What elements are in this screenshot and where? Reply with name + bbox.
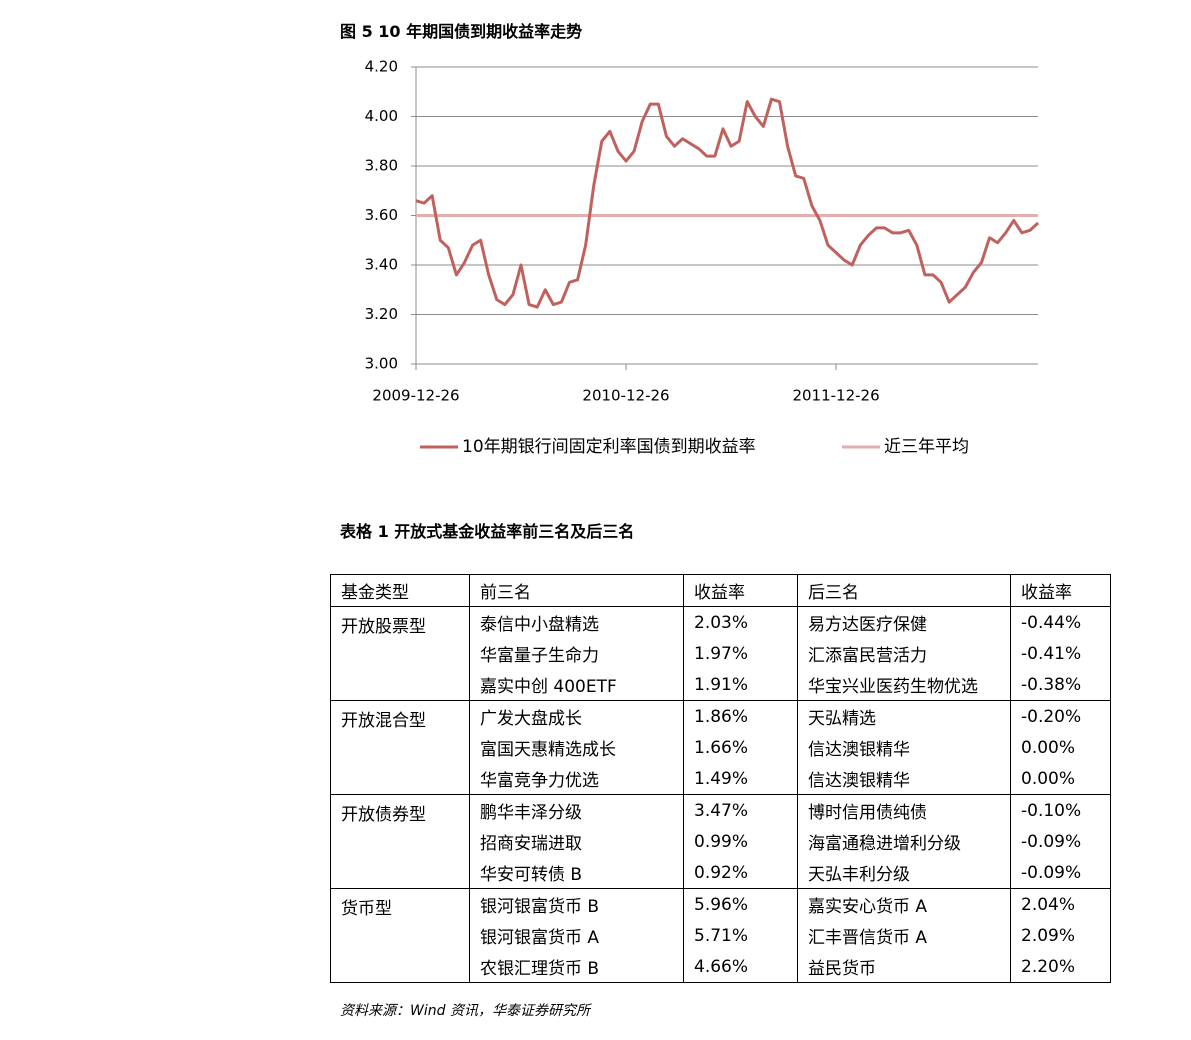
x-tick-label: 2011-12-26 (792, 387, 879, 405)
fund-name: 博时信用债纯债 (797, 794, 1011, 826)
return-cell: -0.44% (1010, 606, 1111, 638)
y-tick-label: 3.60 (365, 206, 398, 224)
fund-table: 基金类型 前三名 收益率 后三名 收益率 开放股票型 泰信中小盘精选 2.03% 易方达医疗保健… (330, 574, 1111, 983)
return-cell: -0.38% (1010, 669, 1111, 701)
fund-name: 银河银富货币 A (469, 920, 684, 951)
return-cell: -0.10% (1010, 794, 1111, 826)
fund-name: 信达澳银精华 (797, 732, 1011, 763)
y-tick-label: 3.40 (365, 256, 398, 274)
return-cell: 0.00% (1010, 763, 1111, 795)
fund-name: 鹏华丰泽分级 (469, 794, 684, 826)
y-tick-label: 4.20 (365, 58, 398, 76)
fund-name: 海富通稳进增利分级 (797, 826, 1011, 857)
fund-name: 富国天惠精选成长 (469, 732, 684, 763)
table-row: 开放债券型 鹏华丰泽分级 3.47% 博时信用债纯债 -0.10% (330, 794, 1111, 889)
fund-name: 易方达医疗保健 (797, 606, 1011, 638)
return-cell: 2.03% (683, 606, 798, 638)
y-tick-label: 3.80 (365, 157, 398, 175)
return-cell: 2.04% (1010, 888, 1111, 920)
table-row: 华富量子生命力 1.97% 汇添富民营活力 -0.41% (331, 638, 1111, 669)
return-cell: 0.99% (683, 826, 798, 857)
fund-name: 招商安瑞进取 (469, 826, 684, 857)
table-row: 开放股票型 泰信中小盘精选 2.03% 易方达医疗保健 -0.44% (330, 606, 1111, 701)
fund-name: 汇添富民营活力 (797, 638, 1011, 669)
return-cell: -0.20% (1010, 700, 1111, 732)
table-row: 富国天惠精选成长 1.66% 信达澳银精华 0.00% (331, 732, 1111, 763)
table-row: 农银汇理货币 B 4.66% 益民货币 2.20% (331, 951, 1111, 983)
chart: 3.00 3.20 3.40 3.60 3.80 4.00 4.20 2009-12-26 20… (365, 58, 1040, 457)
table-row: 银河银富货币 A 5.71% 汇丰晋信货币 A 2.09% (331, 920, 1111, 951)
figure-title: 图 5 10 年期国债到期收益率走势 (340, 22, 583, 41)
table-row: 嘉实中创 400ETF 1.91% 华宝兴业医药生物优选 -0.38% (331, 669, 1111, 701)
header-cell: 基金类型 (330, 574, 470, 607)
return-cell: 1.49% (683, 763, 798, 795)
fund-name: 泰信中小盘精选 (469, 606, 684, 638)
x-tick-label: 2010-12-26 (582, 387, 669, 405)
fund-type: 开放混合型 (330, 700, 470, 795)
y-tick-label: 3.20 (365, 305, 398, 323)
table-row: 华富竞争力优选 1.49% 信达澳银精华 0.00% (331, 763, 1111, 795)
fund-name: 农银汇理货币 B (469, 951, 684, 983)
return-cell: 5.71% (683, 920, 798, 951)
fund-type: 开放债券型 (330, 794, 470, 889)
header-cell: 前三名 (469, 574, 684, 607)
return-cell: 1.91% (683, 669, 798, 701)
header-cell: 收益率 (683, 574, 798, 607)
x-tick-label: 2009-12-26 (372, 387, 459, 405)
table-row: 招商安瑞进取 0.99% 海富通稳进增利分级 -0.09% (331, 826, 1111, 857)
table-row: 货币型 银河银富货币 B 5.96% 嘉实安心货币 A 2.04% (330, 888, 1111, 983)
table-row: 华安可转债 B 0.92% 天弘丰利分级 -0.09% (331, 857, 1111, 889)
return-cell: -0.09% (1010, 857, 1111, 889)
header-row: 基金类型 前三名 收益率 后三名 收益率 (330, 574, 1111, 607)
table-row: 开放混合型 广发大盘成长 1.86% 天弘精选 -0.20% (330, 700, 1111, 795)
return-cell: 3.47% (683, 794, 798, 826)
return-cell: 0.00% (1010, 732, 1111, 763)
fund-name: 天弘丰利分级 (797, 857, 1011, 889)
return-cell: 0.92% (683, 857, 798, 889)
fund-name: 信达澳银精华 (797, 763, 1011, 795)
return-cell: 5.96% (683, 888, 798, 920)
fund-name: 广发大盘成长 (469, 700, 684, 732)
fund-name: 华安可转债 B (469, 857, 684, 889)
fund-name: 嘉实安心货币 A (797, 888, 1011, 920)
table-title: 表格 1 开放式基金收益率前三名及后三名 (340, 522, 635, 541)
source-note: 资料来源：Wind 资讯，华泰证券研究所 (340, 1003, 590, 1019)
fund-name: 银河银富货币 B (469, 888, 684, 920)
header-cell: 后三名 (797, 574, 1011, 607)
legend-label: 近三年平均 (884, 437, 969, 457)
fund-type: 货币型 (330, 888, 470, 983)
legend-label: 10年期银行间固定利率国债到期收益率 (462, 437, 756, 457)
return-cell: 1.97% (683, 638, 798, 669)
fund-name: 华富量子生命力 (469, 638, 684, 669)
return-cell: 1.66% (683, 732, 798, 763)
fund-name: 嘉实中创 400ETF (469, 669, 684, 701)
y-tick-label: 3.00 (365, 355, 398, 373)
fund-name: 汇丰晋信货币 A (797, 920, 1011, 951)
fund-name: 天弘精选 (797, 700, 1011, 732)
return-cell: 2.09% (1010, 920, 1111, 951)
fund-type: 开放股票型 (330, 606, 470, 701)
fund-name: 华富竞争力优选 (469, 763, 684, 795)
fund-name: 华宝兴业医药生物优选 (797, 669, 1011, 701)
return-cell: -0.09% (1010, 826, 1111, 857)
fund-name: 益民货币 (797, 951, 1011, 983)
return-cell: 1.86% (683, 700, 798, 732)
y-tick-label: 4.00 (365, 107, 398, 125)
return-cell: 2.20% (1010, 951, 1111, 983)
line-series (415, 97, 1040, 309)
return-cell: 4.66% (683, 951, 798, 983)
return-cell: -0.41% (1010, 638, 1111, 669)
header-cell: 收益率 (1010, 574, 1111, 607)
